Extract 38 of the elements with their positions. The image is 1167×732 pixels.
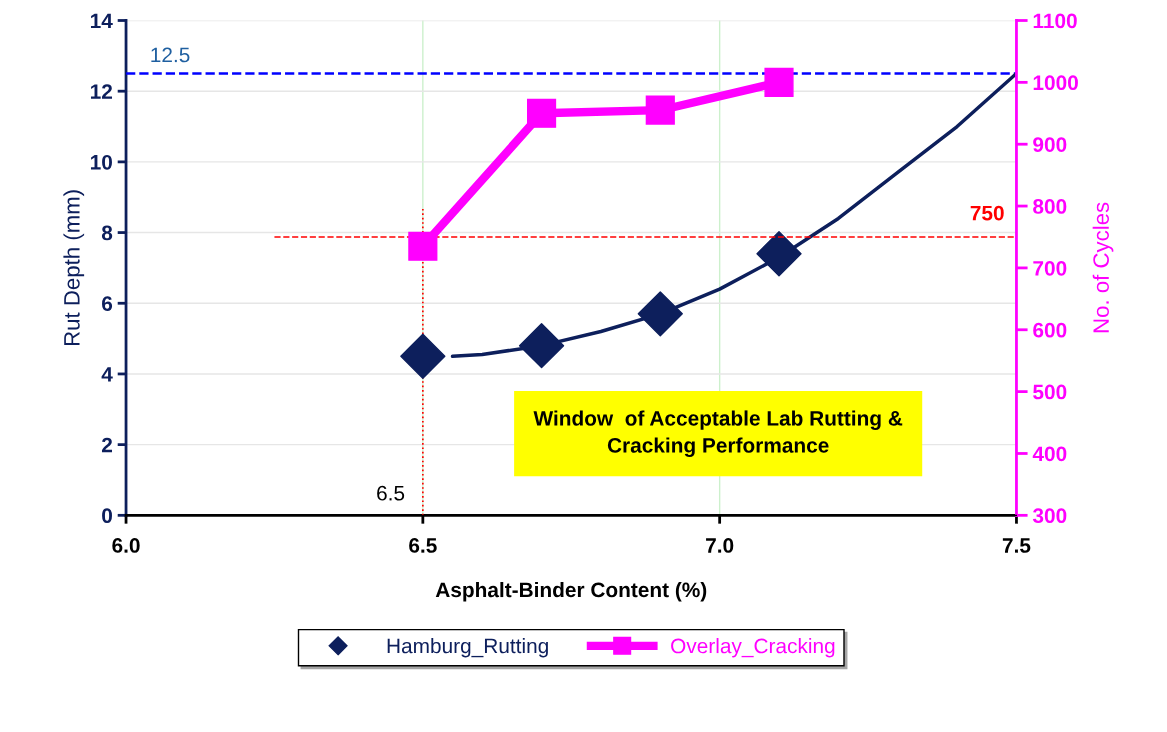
- y2-tick-label: 1100: [1033, 13, 1077, 29]
- y2-tick-label: 900: [1033, 137, 1067, 152]
- point: [645, 95, 675, 125]
- point: [764, 67, 794, 97]
- legend-label: Overlay_Cracking: [671, 637, 835, 658]
- annotation: Window of Acceptable Lab Rutting & Cracking Performance: [533, 410, 903, 457]
- ref-line-label: 12.5: [151, 47, 190, 63]
- y2-tick-label: 700: [1033, 260, 1067, 276]
- y-tick-label: 6: [102, 296, 113, 312]
- y2-tick-label: 500: [1033, 384, 1067, 400]
- ref-line-label: 6.5: [377, 485, 405, 501]
- x-tick-label: 6.5: [409, 538, 437, 553]
- point: [756, 231, 802, 277]
- y-tick-label: 14: [90, 13, 113, 29]
- y-tick-label: 10: [90, 154, 112, 170]
- ref-line-label: 750: [970, 205, 1004, 221]
- y2-tick-label: 800: [1033, 199, 1067, 214]
- y2-tick-label: 600: [1033, 322, 1067, 338]
- y2-tick-label: 400: [1032, 446, 1067, 462]
- y-tick-label: 0: [102, 508, 112, 524]
- y2-tick-label: 300: [1032, 508, 1067, 524]
- point: [637, 291, 683, 337]
- x-axis-title: Asphalt-Binder Content (%): [435, 581, 707, 602]
- y2-axis-title: No. of Cycles: [1092, 202, 1114, 333]
- point: [400, 333, 446, 379]
- y-tick-label: 2: [101, 437, 113, 453]
- y-tick-label: 8: [101, 225, 113, 241]
- point: [526, 98, 557, 128]
- x-tick-label: 6.0: [112, 538, 140, 553]
- x-tick-label: 7.5: [1002, 538, 1031, 553]
- y-axis-title: Rut Depth (mm): [63, 190, 85, 346]
- y2-tick-label: 1000: [1033, 75, 1078, 91]
- x-tick-label: 7.0: [706, 538, 734, 553]
- point: [408, 231, 438, 261]
- y-tick-label: 4: [101, 367, 113, 382]
- y-tick-label: 12: [90, 84, 113, 99]
- point: [518, 323, 565, 369]
- legend-label: Hamburg_Rutting: [387, 637, 548, 658]
